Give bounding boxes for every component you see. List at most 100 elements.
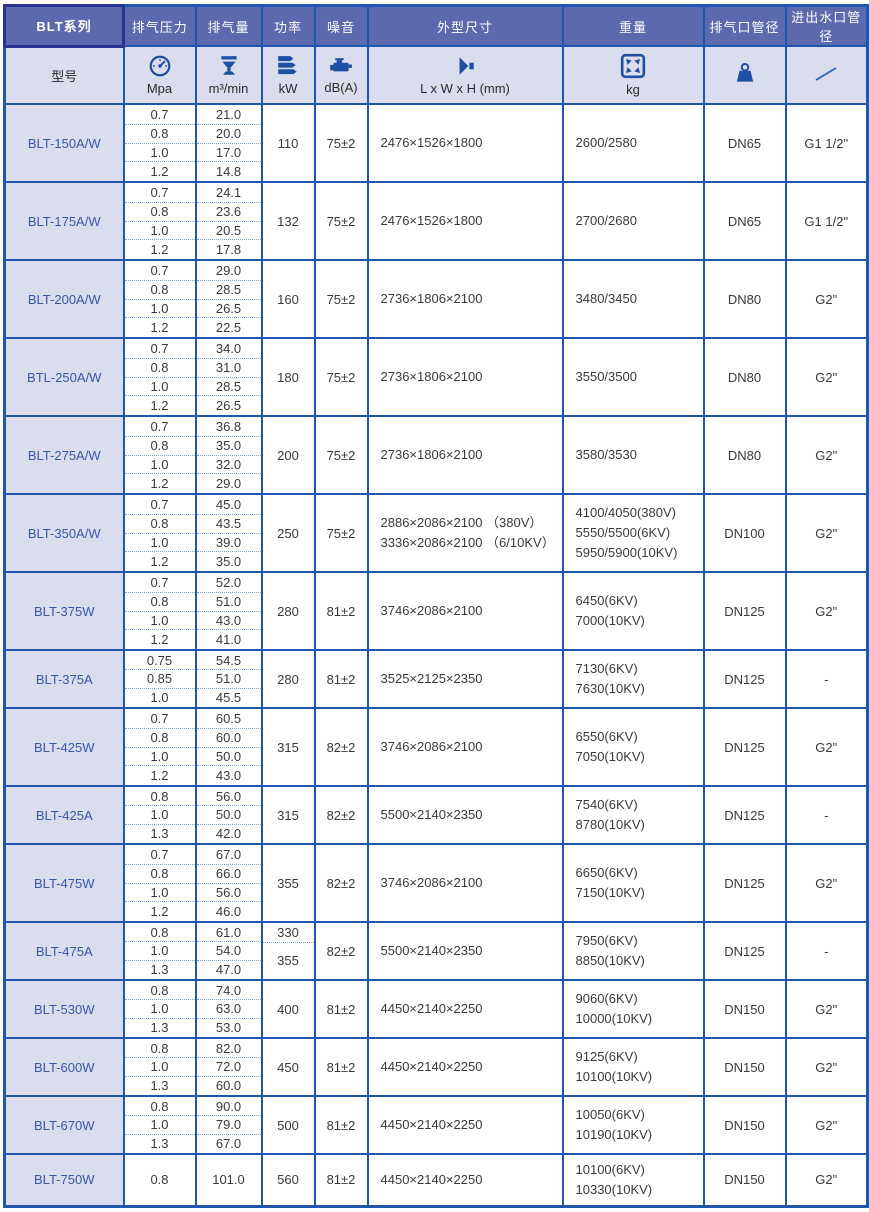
pressure-value: 0.85 [124, 670, 195, 689]
volume-stack: 36.8 35.0 32.0 29.0 [196, 418, 261, 492]
volume-cell: 61.0 54.0 47.0 [194, 921, 263, 981]
volume-unit: m³/min [208, 81, 249, 96]
noise-cell: 75±2 [313, 415, 369, 495]
volume-value: 46.0 [215, 903, 242, 919]
spec-table: BLT系列 排气压力 排气量 功率 噪音 外型尺寸 重量 排气口管径 进出水口管… [3, 4, 869, 1208]
water-cell: G2" [784, 843, 869, 923]
noise-cell: 82±2 [313, 921, 369, 981]
pressure-stack: 0.7 0.8 1.0 1.2 [124, 106, 195, 180]
pressure-stack: 0.7 0.8 1.0 1.2 [124, 418, 195, 492]
pressure-value: 0.7 [124, 184, 195, 203]
water-cell: G1 1/2" [784, 181, 869, 261]
pressure-value: 1.0 [124, 378, 195, 397]
table-row: BLT-670W 0.8 1.0 1.3 90.0 79.0 67.0 500 81±2 4450… [3, 1095, 869, 1155]
power-cell: 200 [260, 415, 316, 495]
dimension-line: 4450×2140×2250 [380, 1001, 483, 1016]
noise-cell: 81±2 [313, 1153, 369, 1207]
power-value: 330 [262, 924, 314, 943]
power-cell: 400 [260, 979, 316, 1039]
power-cell: 355 [260, 843, 316, 923]
pressure-value: 1.2 [150, 903, 169, 919]
outlet-cell: DN125 [702, 707, 787, 787]
pressure-value: 0.8 [124, 125, 195, 144]
weight-line: 10000(10KV) [575, 1011, 653, 1026]
model-cell: BLT-530W [3, 979, 125, 1039]
dimensions-cell: 2736×1806×2100 [366, 337, 564, 417]
volume-value: 29.0 [215, 475, 242, 491]
volume-value: 60.0 [196, 729, 261, 748]
pressure-stack: 0.7 0.8 1.0 1.2 [124, 184, 195, 258]
volume-value: 79.0 [196, 1116, 261, 1135]
pressure-value: 1.0 [124, 534, 195, 553]
weight-line: 10190(10KV) [575, 1127, 653, 1142]
volume-value: 82.0 [196, 1040, 261, 1059]
pressure-value: 0.7 [124, 496, 195, 515]
volume-cell: 34.0 31.0 28.5 26.5 [194, 337, 263, 417]
power-cell: 315 [260, 707, 316, 787]
power-cell: 132 [260, 181, 316, 261]
outlet-cell: DN125 [702, 649, 787, 709]
kettlebell-weight-icon [733, 62, 757, 86]
dimension-line: 3746×2086×2100 [380, 875, 483, 890]
volume-value: 61.0 [196, 924, 261, 943]
weight-line: 7150(10KV) [575, 885, 645, 900]
pressure-cell: 0.7 0.8 1.0 1.2 [122, 493, 197, 573]
volume-stack: 24.1 23.6 20.5 17.8 [196, 184, 261, 258]
weight-cell: 10050(6KV) 10190(10KV) [561, 1095, 705, 1155]
volume-value: 32.0 [196, 456, 261, 475]
pressure-value: 0.7 [124, 710, 195, 729]
unit-cell-outlet [702, 45, 787, 105]
outlet-cell: DN150 [702, 1153, 787, 1207]
power-cell: 250 [260, 493, 316, 573]
pressure-stack: 0.7 0.8 1.0 1.2 [124, 710, 195, 784]
volume-value: 66.0 [196, 865, 261, 884]
volume-value: 41.0 [215, 631, 242, 647]
dimensions-cell: 5500×2140×2350 [366, 921, 564, 981]
flow-funnel-icon [217, 54, 241, 78]
dimensions-unit: L x W x H (mm) [420, 81, 510, 96]
pressure-stack: 0.7 0.8 1.0 1.2 [124, 262, 195, 336]
pressure-cell: 0.8 1.0 1.3 [122, 1037, 197, 1097]
pressure-value: 1.2 [150, 319, 169, 335]
pressure-cell: 0.7 0.8 1.0 1.2 [122, 415, 197, 495]
weight-line: 10050(6KV) [575, 1107, 645, 1122]
dimensions-cell: 3746×2086×2100 [366, 571, 564, 651]
table-row: BLT-200A/W 0.7 0.8 1.0 1.2 29.0 28.5 26.5 22.5 16… [3, 259, 869, 339]
weight-line: 6450(6KV) [575, 593, 638, 608]
model-cell: BLT-670W [3, 1095, 125, 1155]
gauge-icon [148, 54, 172, 78]
dimension-line: 2886×2086×2100 （380V） [380, 515, 543, 530]
table-row: BLT-350A/W 0.7 0.8 1.0 1.2 45.0 43.5 39.0 35.0 25… [3, 493, 869, 573]
dimension-line: 2476×1526×1800 [380, 213, 483, 228]
weight-line: 7000(10KV) [575, 613, 645, 628]
volume-stack: 61.0 54.0 47.0 [196, 924, 261, 978]
volume-stack: 101.0 [197, 1156, 261, 1204]
weight-line: 4100/4050(380V) [575, 505, 676, 520]
pressure-value: 0.8 [124, 924, 195, 943]
model-cell: BLT-425W [3, 707, 125, 787]
weight-cell: 4100/4050(380V) 5550/5500(6KV) 5950/5900(1… [561, 493, 705, 573]
weight-cell: 6650(6KV) 7150(10KV) [561, 843, 705, 923]
weight-line: 7630(10KV) [575, 681, 645, 696]
dimension-line: 2736×1806×2100 [380, 369, 483, 384]
water-cell: G2" [784, 1153, 869, 1207]
volume-value: 50.0 [196, 806, 261, 825]
volume-cell: 29.0 28.5 26.5 22.5 [194, 259, 263, 339]
noise-cell: 81±2 [313, 1095, 369, 1155]
dimension-line: 2736×1806×2100 [380, 291, 483, 306]
pressure-value: 0.7 [124, 574, 195, 593]
pressure-cell: 0.8 1.0 1.3 [122, 921, 197, 981]
weight-line: 3580/3530 [575, 447, 637, 462]
energy-bars-icon [275, 54, 301, 78]
power-cell: 280 [260, 649, 316, 709]
outlet-cell: DN125 [702, 843, 787, 923]
volume-cell: 45.0 43.5 39.0 35.0 [194, 493, 263, 573]
dimensions-cell: 2476×1526×1800 [366, 181, 564, 261]
pressure-cell: 0.75 0.85 1.0 [122, 649, 197, 709]
volume-value: 53.0 [215, 1019, 242, 1035]
volume-value: 20.5 [196, 222, 261, 241]
noise-cell: 81±2 [313, 649, 369, 709]
dimensions-cell: 3746×2086×2100 [366, 843, 564, 923]
outlet-cell: DN125 [702, 571, 787, 651]
pressure-value: 0.8 [124, 982, 195, 1001]
